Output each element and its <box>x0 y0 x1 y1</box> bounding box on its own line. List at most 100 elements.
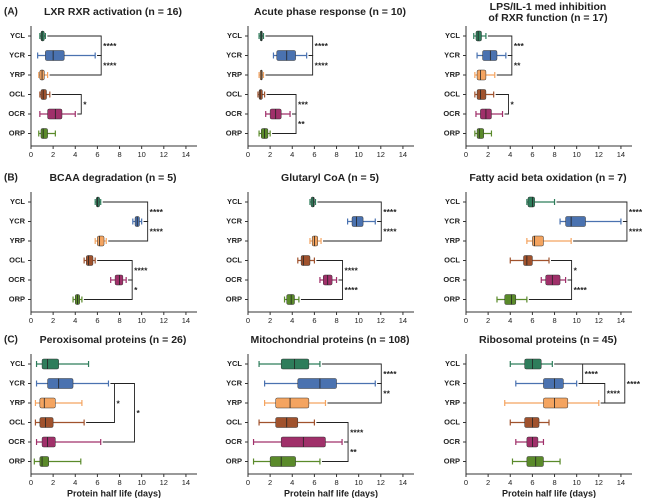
category-label: YCR <box>226 50 242 59</box>
x-tick-label: 8 <box>552 316 556 325</box>
box <box>297 378 337 389</box>
significance-label: **** <box>315 61 329 71</box>
x-tick-label: 2 <box>486 478 490 487</box>
box <box>97 235 105 247</box>
box <box>39 417 54 428</box>
box <box>527 196 535 208</box>
box <box>40 30 45 42</box>
x-tick-label: 12 <box>160 478 168 487</box>
x-tick-label: 14 <box>617 150 625 159</box>
bracket <box>327 383 382 404</box>
category-label: YCL <box>227 197 242 206</box>
box <box>543 397 569 409</box>
x-tick-label: 8 <box>334 316 338 325</box>
box <box>504 294 517 305</box>
x-tick-label: 10 <box>137 316 145 325</box>
x-tick-label: 8 <box>334 478 338 487</box>
box <box>114 274 124 286</box>
chart-title: LXR RXR activation (n = 16) <box>44 6 182 18</box>
category-label: OCR <box>8 109 25 118</box>
category-label: ORP <box>226 128 242 137</box>
bracket <box>265 55 314 76</box>
category-label: YCL <box>445 31 460 40</box>
bracket <box>102 383 135 443</box>
significance-label: *** <box>514 41 525 51</box>
chart-title: of RXR function (n = 17) <box>488 12 607 24</box>
box <box>476 128 484 139</box>
category-label: YRP <box>227 398 242 407</box>
x-tick-label: 4 <box>73 316 77 325</box>
box <box>476 69 487 81</box>
category-label: OCL <box>226 255 242 264</box>
category-label: ORP <box>444 128 460 137</box>
category-label: YCR <box>226 216 242 225</box>
significance-label: **** <box>383 227 397 237</box>
significance-label: ** <box>298 119 305 129</box>
box <box>41 358 59 370</box>
x-tick-label: 14 <box>182 478 190 487</box>
x-tick-label: 2 <box>268 150 272 159</box>
chart-title: Mitochondrial proteins (n = 108) <box>251 334 410 346</box>
significance-label: **** <box>383 369 397 379</box>
x-tick-label: 14 <box>182 316 190 325</box>
chart-title: Glutaryl CoA (n = 5) <box>281 172 379 184</box>
significance-label: **** <box>345 285 359 295</box>
x-axis-label: Protein half life (days) <box>502 488 596 498</box>
significance-label: **** <box>574 285 588 295</box>
x-tick-label: 12 <box>595 316 603 325</box>
bracket <box>495 94 509 115</box>
box <box>543 378 564 389</box>
x-tick-label: 10 <box>572 478 580 487</box>
x-tick-label: 4 <box>73 150 77 159</box>
bracket <box>108 221 149 242</box>
x-tick-label: 6 <box>312 478 316 487</box>
chart-title: Ribosomal proteins (n = 45) <box>479 334 617 346</box>
x-tick-label: 0 <box>246 478 250 487</box>
x-tick-label: 14 <box>182 150 190 159</box>
category-label: OCL <box>9 255 25 264</box>
significance-label: **** <box>150 207 164 217</box>
category-label: YRP <box>10 236 25 245</box>
box <box>47 108 63 120</box>
category-label: YCL <box>10 359 25 368</box>
box <box>39 456 49 467</box>
box <box>545 274 561 286</box>
box <box>300 255 311 266</box>
x-tick-label: 14 <box>399 316 407 325</box>
category-label: YRP <box>227 236 242 245</box>
x-axis-label: Protein half life (days) <box>67 488 161 498</box>
box <box>311 235 318 247</box>
bracket <box>51 94 82 115</box>
category-label: YCR <box>226 378 242 387</box>
bracket <box>528 279 573 300</box>
category-label: ORP <box>226 456 242 465</box>
box <box>532 235 544 247</box>
bracket <box>300 279 343 300</box>
category-label: YCL <box>227 359 242 368</box>
panel-label: (B) <box>4 173 18 184</box>
significance-label: * <box>134 285 138 295</box>
box <box>276 50 296 61</box>
category-label: YCL <box>10 31 25 40</box>
significance-label: **** <box>383 207 397 217</box>
category-label: OCR <box>225 437 242 446</box>
bracket <box>83 279 133 300</box>
box <box>269 456 296 467</box>
box <box>41 436 56 448</box>
significance-label: **** <box>629 227 643 237</box>
x-tick-label: 6 <box>95 478 99 487</box>
x-tick-label: 0 <box>464 316 468 325</box>
box <box>47 378 74 389</box>
category-label: YRP <box>445 236 460 245</box>
chart-title: Fatty acid beta oxidation (n = 7) <box>469 172 626 184</box>
significance-label: **** <box>629 207 643 217</box>
box <box>86 255 94 266</box>
category-label: OCL <box>9 89 25 98</box>
x-tick-label: 0 <box>464 150 468 159</box>
panel-label: (A) <box>4 7 18 18</box>
x-tick-label: 6 <box>530 478 534 487</box>
category-label: OCL <box>9 417 25 426</box>
category-label: OCL <box>444 255 460 264</box>
box <box>523 255 533 266</box>
x-tick-label: 8 <box>117 316 121 325</box>
